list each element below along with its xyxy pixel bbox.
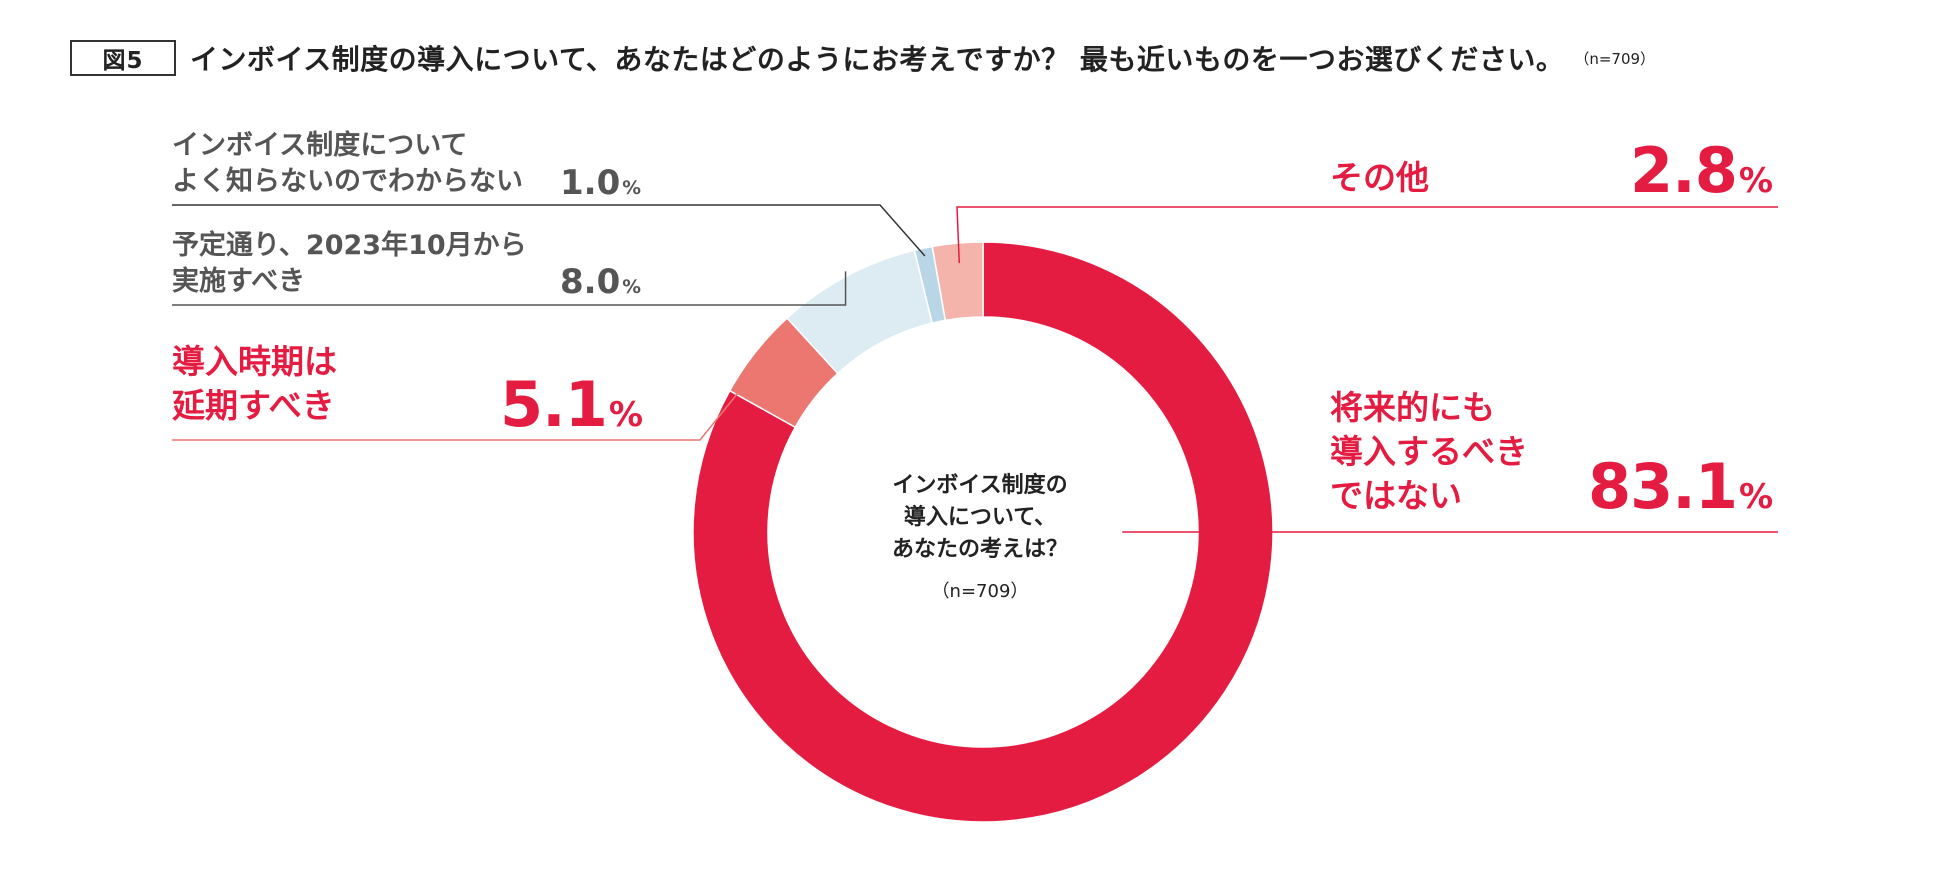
value-never: 83.1% [1588, 450, 1773, 523]
percent-sign: % [608, 395, 643, 435]
label-line: よく知らないのでわからない [172, 166, 523, 197]
label-line: 実施すべき [172, 266, 306, 297]
center-caption: インボイス制度の 導入について、 あなたの考えは？ （n=709） [855, 470, 1105, 608]
center-sample-size: （n=709） [931, 581, 1029, 602]
center-line: インボイス制度の [892, 473, 1068, 498]
label-line: 延期すべき [172, 386, 335, 425]
percent-sign: % [1738, 161, 1773, 201]
leader-dont-know [172, 204, 926, 257]
center-line: あなたの考えは？ [891, 537, 1068, 562]
leader-other [956, 206, 1778, 264]
value-number: 2.8 [1630, 134, 1738, 207]
percent-sign: % [622, 277, 641, 298]
leader-as-scheduled [172, 271, 847, 306]
label-never: 将来的にも 導入するべき ではない [1330, 386, 1528, 518]
leader-postpone [172, 359, 766, 441]
value-number: 1.0 [560, 163, 621, 203]
value-number: 5.1 [500, 368, 608, 441]
label-line: 導入時期は [172, 342, 337, 381]
percent-sign: % [622, 178, 641, 199]
label-line: 予定通り、2023年10月から [172, 230, 527, 261]
question-text: インボイス制度の導入について、あなたはどのようにお考えですか？ 最も近いものを一… [190, 43, 1565, 76]
label-as-scheduled: 予定通り、2023年10月から 実施すべき [172, 228, 527, 300]
value-postpone: 5.1% [500, 368, 643, 441]
label-line: ではない [1330, 476, 1462, 515]
center-line: 導入について、 [903, 505, 1057, 530]
chart-title: 図5 インボイス制度の導入について、あなたはどのようにお考えですか？ 最も近いも… [70, 38, 1655, 78]
percent-sign: % [1738, 477, 1773, 517]
label-dont-know: インボイス制度について よく知らないのでわからない [172, 128, 523, 200]
value-as-scheduled: 8.0% [560, 262, 641, 302]
figure-label: 図5 [70, 40, 176, 76]
label-line: その他 [1330, 158, 1429, 197]
slice-other [931, 241, 984, 322]
value-number: 83.1 [1588, 450, 1738, 523]
label-line: 将来的にも [1330, 388, 1495, 427]
value-number: 8.0 [560, 262, 621, 302]
sample-size: （n=709） [1574, 49, 1656, 68]
label-line: 導入するべき [1330, 432, 1528, 471]
label-line: インボイス制度について [172, 130, 468, 161]
value-other: 2.8% [1630, 134, 1773, 207]
label-other: その他 [1330, 156, 1429, 200]
label-postpone: 導入時期は 延期すべき [172, 340, 337, 428]
slice-never [692, 241, 1274, 823]
value-dont-know: 1.0% [560, 163, 641, 203]
